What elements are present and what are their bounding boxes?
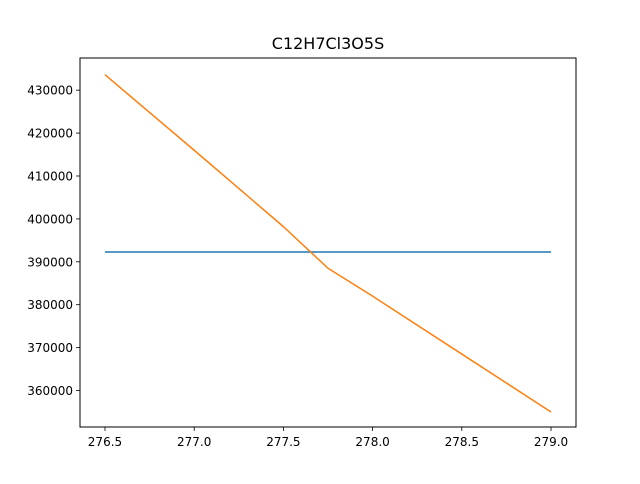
y-tick-label: 410000 bbox=[27, 169, 73, 183]
x-axis: 276.5 277.0 277.5 278.0 278.5 279.0 bbox=[88, 427, 568, 449]
chart-title: C12H7Cl3O5S bbox=[272, 34, 384, 53]
axes-frame bbox=[79, 57, 577, 428]
series-layer bbox=[104, 74, 552, 413]
y-tick-label: 370000 bbox=[27, 341, 73, 355]
x-tick-label: 277.0 bbox=[177, 435, 211, 449]
series-line-2 bbox=[104, 74, 552, 413]
x-tick-label: 277.5 bbox=[266, 435, 300, 449]
y-tick-label: 380000 bbox=[27, 298, 73, 312]
x-tick-label: 276.5 bbox=[88, 435, 122, 449]
y-axis: 360000 370000 380000 390000 400000 410000 4200… bbox=[27, 84, 80, 398]
y-tick-label: 420000 bbox=[27, 127, 73, 141]
x-tick-label: 278.0 bbox=[355, 435, 389, 449]
x-tick-label: 279.0 bbox=[534, 435, 568, 449]
axes-layer bbox=[79, 57, 577, 428]
y-tick-label: 400000 bbox=[27, 212, 73, 226]
y-tick-label: 390000 bbox=[27, 255, 73, 269]
x-tick-label: 278.5 bbox=[445, 435, 479, 449]
y-tick-label: 430000 bbox=[27, 84, 73, 98]
y-tick-label: 360000 bbox=[27, 384, 73, 398]
